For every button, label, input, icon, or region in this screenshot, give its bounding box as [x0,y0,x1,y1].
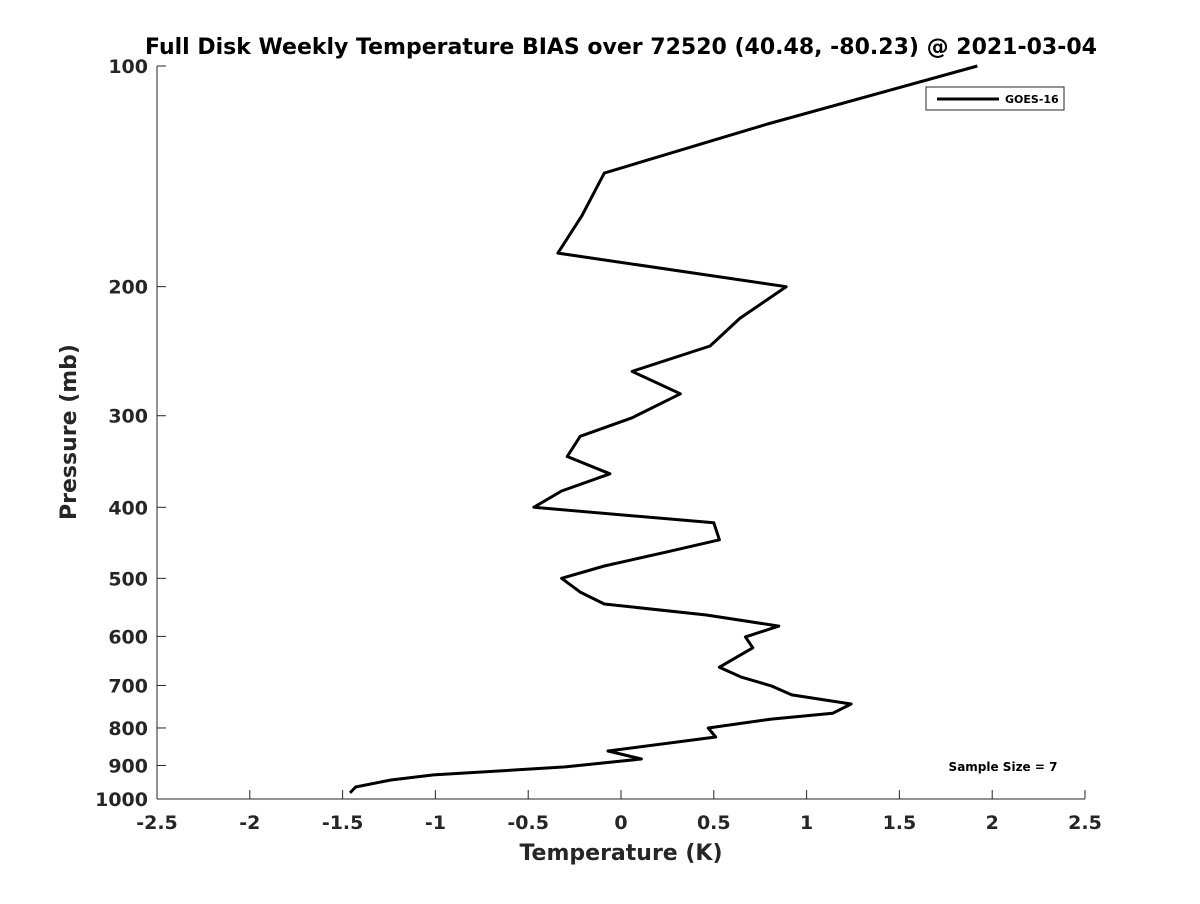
x-axis-label: Temperature (K) [519,841,722,866]
x-tick-label: -1.5 [322,812,364,834]
chart-title: Full Disk Weekly Temperature BIAS over 7… [145,35,1097,60]
y-tick-label: 800 [108,718,148,740]
y-tick-label: 600 [108,626,148,648]
y-tick-label: 400 [108,497,148,519]
y-tick-label: 100 [108,56,148,78]
x-tick-label: -0.5 [507,812,549,834]
y-tick-label: 300 [108,406,148,428]
series-line-goes16 [348,64,978,794]
x-tick-label: -1 [425,812,446,834]
y-axis-label: Pressure (mb) [57,344,82,520]
y-tick-label: 900 [108,755,148,777]
x-tick-label: 2 [986,812,999,834]
y-tick-label: 500 [108,568,148,590]
y-tick-label: 200 [108,277,148,299]
legend-label: GOES-16 [1005,93,1059,106]
axes: -2.5 -2 -1.5 -1 -0.5 0 0.5 1 1.5 2 2.5 100 200 300 400… [95,56,1102,834]
x-tick-label: 1 [800,812,813,834]
legend: GOES-16 [925,86,1065,111]
y-tick-label: 1000 [95,789,148,811]
x-tick-label: 1.5 [883,812,917,834]
x-tick-label: 2.5 [1068,812,1102,834]
x-tick-label: -2 [239,812,260,834]
y-tick-label: 700 [108,675,148,697]
x-tick-label: 0 [614,812,627,834]
x-tick-label: -2.5 [136,812,178,834]
x-tick-label: 0.5 [697,812,731,834]
sample-size-annotation: Sample Size = 7 [949,760,1058,774]
